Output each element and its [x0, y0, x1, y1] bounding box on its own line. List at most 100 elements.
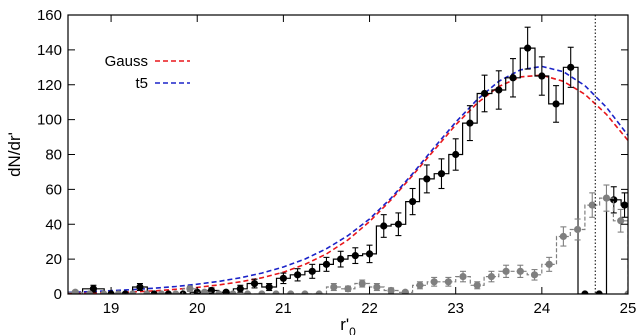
data-point-black	[538, 72, 546, 80]
data-point-grey	[473, 281, 481, 289]
y-tick-label: 40	[45, 216, 62, 233]
x-tick-label: 20	[189, 300, 206, 317]
data-point-black	[437, 170, 446, 178]
data-point-grey	[287, 290, 295, 294]
x-tick-label: 21	[275, 300, 292, 317]
data-point-grey	[85, 290, 94, 294]
data-point-black	[380, 222, 388, 230]
curve-gauss	[68, 74, 628, 294]
data-point-black	[279, 274, 287, 282]
legend-label-gauss: Gauss	[105, 53, 148, 70]
data-point-grey	[315, 290, 323, 294]
data-point-black	[250, 279, 259, 288]
data-point-grey	[602, 194, 611, 202]
data-point-grey	[545, 260, 553, 268]
x-tick-labels: 19 20 21 22 23 24 25	[103, 300, 637, 317]
data-point-grey	[129, 290, 137, 294]
data-point-grey	[301, 290, 309, 294]
data-point-black	[351, 252, 359, 260]
data-point-grey	[487, 272, 496, 281]
data-point-grey	[71, 288, 79, 294]
data-point-black	[136, 283, 144, 291]
data-point-black	[121, 290, 129, 294]
data-point-black	[265, 283, 273, 291]
y-tick-label: 60	[45, 181, 62, 198]
y-tick-label: 100	[37, 112, 62, 129]
data-point-black	[164, 290, 172, 294]
data-point-black	[207, 286, 216, 294]
x-tick-label: 23	[447, 300, 464, 317]
data-point-grey	[200, 288, 209, 294]
data-point-grey	[373, 283, 381, 291]
data-point-grey	[502, 267, 510, 275]
data-point-black	[524, 44, 532, 52]
data-point-grey	[516, 267, 524, 275]
data-point-black	[394, 220, 402, 228]
y-tick-label: 120	[37, 77, 62, 94]
data-point-black	[452, 150, 460, 159]
data-point-black	[89, 285, 98, 293]
data-point-black	[567, 63, 575, 71]
data-point-grey	[143, 290, 151, 294]
data-point-grey	[114, 290, 122, 294]
data-point-black	[322, 260, 331, 268]
axis-ticks	[68, 14, 629, 295]
data-point-black	[179, 290, 187, 294]
data-point-black	[308, 267, 316, 275]
data-point-grey	[588, 201, 596, 209]
data-point-grey	[344, 285, 352, 293]
x-tick-label: 19	[103, 300, 120, 317]
x-axis-title: r'0	[340, 315, 356, 335]
data-point-grey	[358, 279, 366, 288]
data-point-grey	[100, 290, 108, 294]
x-tick-label: 22	[361, 300, 378, 317]
data-point-black	[495, 86, 503, 94]
data-point-black	[409, 197, 417, 206]
y-tick-label: 80	[45, 147, 62, 164]
data-point-black	[222, 288, 230, 294]
y-tick-label: 140	[37, 42, 62, 59]
data-point-grey	[624, 290, 628, 294]
data-point-grey	[559, 232, 567, 241]
data-point-grey	[444, 278, 452, 286]
data-point-grey	[272, 290, 280, 294]
y-tick-label: 160	[37, 7, 62, 24]
data-point-black	[337, 255, 345, 263]
data-point-grey	[244, 290, 252, 294]
data-point-grey	[401, 288, 409, 294]
histograms	[68, 26, 628, 294]
data-point-black	[236, 285, 244, 293]
x-tick-label: 24	[534, 300, 551, 317]
x-axis-title-subscript: 0	[349, 325, 356, 335]
data-point-grey	[172, 290, 180, 294]
data-point-black	[595, 290, 603, 294]
data-point-grey	[387, 286, 395, 294]
y-tick-label: 0	[54, 286, 62, 303]
data-point-grey	[617, 217, 625, 225]
data-point-black	[294, 271, 302, 279]
data-point-black	[620, 201, 628, 209]
data-point-grey	[459, 272, 467, 281]
data-point-black	[150, 290, 158, 294]
data-point-grey	[258, 290, 266, 294]
data-point-black	[466, 119, 474, 127]
data-point-black	[509, 74, 517, 82]
data-point-black	[480, 89, 489, 98]
data-point-grey	[330, 283, 338, 291]
data-point-black	[581, 290, 589, 294]
data-point-black	[423, 175, 431, 183]
data-point-grey	[416, 281, 424, 289]
y-tick-labels: 0 20 40 60 80 100 120 140 160	[37, 7, 62, 303]
data-point-grey	[430, 278, 438, 286]
data-point-grey	[574, 225, 582, 234]
histogram-black	[68, 47, 628, 294]
data-point-grey	[186, 285, 194, 293]
data-point-grey	[157, 290, 166, 294]
legend-label-t5: t5	[135, 75, 148, 92]
y-axis-title: dN/dr'	[5, 132, 24, 177]
x-axis-title-main: r'	[340, 315, 349, 334]
data-point-grey	[229, 290, 237, 294]
legend: Gauss t5	[105, 53, 190, 92]
data-point-grey	[530, 271, 539, 279]
